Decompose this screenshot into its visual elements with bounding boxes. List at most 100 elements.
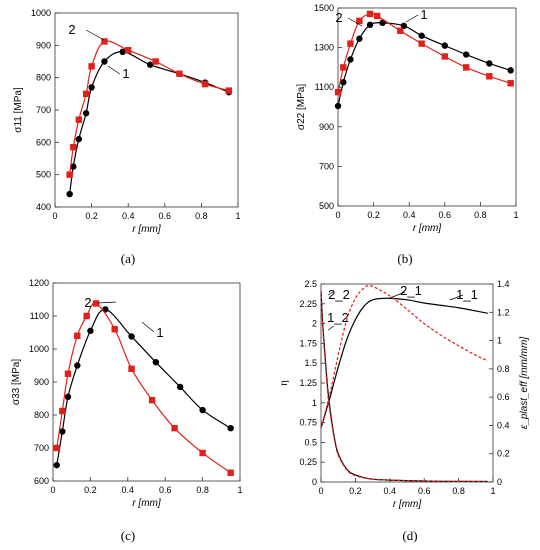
caption-b: (b) bbox=[397, 251, 412, 266]
series-point-2 bbox=[101, 38, 108, 45]
series-point-1 bbox=[400, 22, 408, 30]
series-point-2 bbox=[340, 64, 347, 71]
series-point-1 bbox=[128, 333, 135, 340]
y-right-tick-label: 0.6 bbox=[497, 392, 510, 402]
annotation-leader bbox=[347, 17, 363, 27]
y-tick-label: 1 bbox=[312, 398, 317, 408]
y-tick-label: 1300 bbox=[314, 43, 334, 53]
series-line-2_1 bbox=[320, 284, 489, 429]
series-line-1 bbox=[56, 308, 231, 466]
series-point-1 bbox=[70, 163, 77, 170]
y-tick-label: 1000 bbox=[29, 344, 49, 354]
series-point-2 bbox=[462, 64, 470, 71]
caption-c: (c) bbox=[121, 528, 135, 543]
series-point-2 bbox=[92, 300, 100, 307]
y-axis-label: σ11 [MPa] bbox=[13, 87, 24, 133]
y-tick-label: 2 bbox=[312, 319, 317, 329]
series-point-2 bbox=[418, 40, 425, 47]
y-tick-label: 2.25 bbox=[299, 299, 317, 309]
x-tick-label: 0 bbox=[318, 486, 323, 496]
series-point-1 bbox=[152, 359, 160, 366]
series-point-2 bbox=[334, 88, 342, 96]
series-point-1 bbox=[101, 58, 108, 65]
series-point-2 bbox=[227, 469, 234, 476]
x-axis-label: r [mm] bbox=[413, 223, 442, 234]
series-point-2 bbox=[59, 407, 66, 415]
x-tick-label: 0.4 bbox=[122, 211, 135, 221]
series-line-1 bbox=[69, 51, 230, 195]
y-tick-label: 0.75 bbox=[299, 418, 317, 428]
panel-d-chart: 0 0.2 0.4 0.6 0.8 100.250.50.7511.251.51.7522… bbox=[279, 279, 530, 510]
series-point-2 bbox=[82, 90, 90, 98]
curve-annotation: 2_1 bbox=[400, 283, 422, 298]
series-point-2 bbox=[201, 80, 209, 88]
series-point-1 bbox=[176, 383, 184, 391]
series-line-2_2 bbox=[320, 291, 488, 483]
x-tick-label: 1 bbox=[513, 210, 518, 220]
y-tick-label: 0.25 bbox=[299, 457, 317, 467]
series-point-1 bbox=[340, 79, 347, 86]
y-tick-label: 800 bbox=[36, 73, 51, 83]
x-tick-label: 0.2 bbox=[84, 485, 97, 495]
y-tick-label: 1200 bbox=[29, 278, 49, 288]
series-point-2 bbox=[366, 10, 374, 18]
series-point-2 bbox=[148, 396, 156, 404]
series-point-2 bbox=[373, 12, 381, 20]
x-tick-label: 0.6 bbox=[418, 486, 431, 496]
annotation-leader bbox=[389, 291, 406, 299]
y-right-tick-label: 0.2 bbox=[497, 449, 510, 459]
series-point-1 bbox=[53, 461, 60, 469]
y-tick-label: 1.75 bbox=[299, 338, 317, 348]
y-tick-label: 1500 bbox=[314, 3, 334, 13]
x-tick-label: 0 bbox=[50, 485, 55, 495]
y-tick-label: 700 bbox=[319, 161, 334, 171]
series-point-1 bbox=[199, 406, 206, 414]
series-line-1_1 bbox=[320, 297, 488, 429]
annotation-leader bbox=[107, 65, 121, 75]
y-tick-label: 2.5 bbox=[304, 279, 317, 289]
series-point-1 bbox=[441, 42, 448, 49]
series-point-1 bbox=[88, 84, 95, 91]
series-point-2 bbox=[83, 312, 90, 320]
series-point-2 bbox=[74, 332, 81, 339]
series-point-1 bbox=[119, 48, 126, 55]
series-point-2 bbox=[75, 116, 82, 123]
y-tick-label: 900 bbox=[34, 377, 49, 387]
y-right-tick-label: 0.4 bbox=[497, 420, 510, 430]
series-point-2 bbox=[152, 58, 159, 65]
series-point-1 bbox=[334, 102, 342, 110]
series-point-1 bbox=[418, 32, 425, 39]
series-point-2 bbox=[347, 40, 354, 47]
series-point-2 bbox=[111, 326, 118, 333]
x-tick-label: 1 bbox=[490, 486, 495, 496]
y-tick-label: 900 bbox=[36, 40, 51, 50]
series-point-1 bbox=[462, 51, 470, 58]
x-tick-label: 1 bbox=[235, 211, 240, 221]
annotation-leader bbox=[405, 14, 419, 23]
x-tick-label: 0.8 bbox=[452, 486, 465, 496]
series-point-1 bbox=[66, 190, 73, 198]
x-tick-label: 0.4 bbox=[384, 486, 397, 496]
y-right-tick-label: 0.8 bbox=[497, 364, 510, 374]
series-point-1 bbox=[356, 35, 363, 42]
series-point-2 bbox=[88, 63, 95, 70]
x-tick-label: 0 bbox=[335, 210, 340, 220]
y-right-tick-label: 1.2 bbox=[497, 307, 510, 317]
curve-annotation: 2 bbox=[68, 22, 75, 37]
x-tick-label: 0.2 bbox=[349, 486, 362, 496]
curve-annotation: 2 bbox=[335, 10, 342, 25]
curve-annotation: 1 bbox=[122, 66, 129, 81]
series-line-2 bbox=[337, 12, 511, 93]
x-axis-label: r [mm] bbox=[393, 499, 422, 510]
series-point-1 bbox=[102, 306, 109, 313]
series-point-2 bbox=[397, 27, 404, 34]
y-right-axis-label: ε_plast_eff [mm/mm] bbox=[519, 337, 530, 429]
annotation-leader bbox=[327, 325, 335, 331]
y-tick-label: 1100 bbox=[315, 82, 334, 92]
series-point-1 bbox=[59, 428, 66, 435]
series-point-1 bbox=[146, 61, 154, 68]
series-point-2 bbox=[66, 171, 73, 178]
series-point-1 bbox=[379, 19, 386, 27]
x-tick-label: 0.8 bbox=[474, 210, 487, 220]
